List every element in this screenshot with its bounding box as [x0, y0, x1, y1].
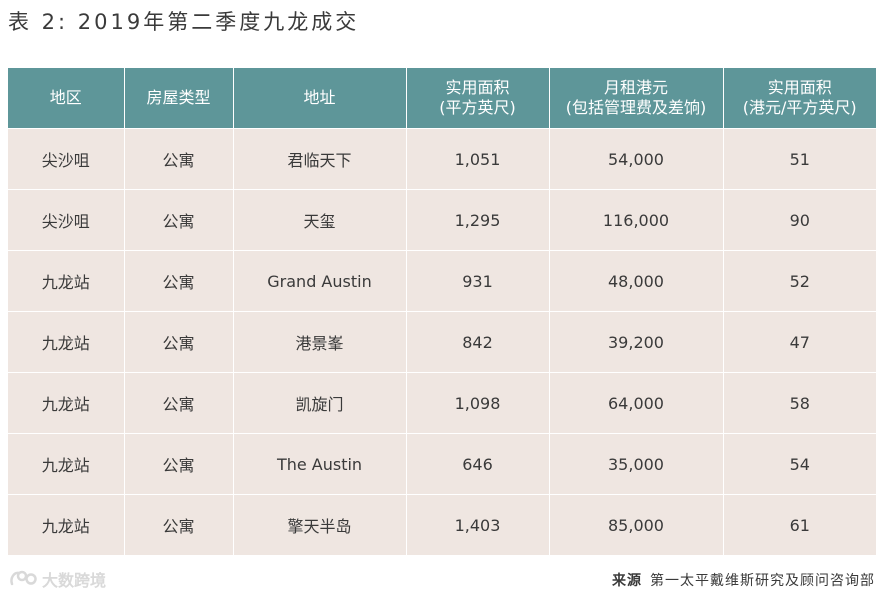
header-rent-per-sqft-unit: (港元/平方英尺): [742, 98, 857, 117]
cell-rent-per-sqft: 58: [723, 372, 876, 434]
cell-monthly-rent: 54,000: [549, 128, 724, 190]
header-saleable-area-label: 实用面积: [445, 78, 510, 97]
header-property-type-label: 房屋类型: [146, 88, 211, 107]
watermark: 大数跨境: [8, 567, 106, 591]
cell-saleable-area: 1,051: [406, 128, 550, 190]
source-text: 第一太平戴维斯研究及顾问咨询部: [650, 573, 875, 589]
cell-address: 擎天半岛: [233, 494, 407, 555]
header-saleable-area: 实用面积 (平方英尺): [406, 68, 550, 129]
header-monthly-rent: 月租港元 (包括管理费及差饷): [549, 68, 724, 129]
cell-district: 九龙站: [8, 494, 125, 555]
cell-saleable-area: 1,098: [406, 372, 550, 434]
cell-district: 尖沙咀: [8, 189, 125, 251]
transactions-table: 地区 房屋类型 地址 实用面积 (平方英尺) 月租港元 (包括管理费及差饷) 实…: [8, 68, 876, 555]
cell-address: Grand Austin: [233, 250, 407, 312]
header-rent-per-sqft: 实用面积 (港元/平方英尺): [723, 68, 876, 129]
cell-monthly-rent: 48,000: [549, 250, 724, 312]
header-district: 地区: [8, 68, 125, 129]
table-header-row: 地区 房屋类型 地址 实用面积 (平方英尺) 月租港元 (包括管理费及差饷) 实…: [8, 68, 876, 129]
cell-district: 九龙站: [8, 311, 125, 373]
header-address: 地址: [233, 68, 407, 129]
cell-property-type: 公寓: [124, 433, 234, 495]
brand-logo-icon: [10, 570, 37, 586]
cell-property-type: 公寓: [124, 372, 234, 434]
header-address-label: 地址: [303, 88, 336, 107]
cell-district: 九龙站: [8, 433, 125, 495]
cell-property-type: 公寓: [124, 494, 234, 555]
cell-district: 尖沙咀: [8, 128, 125, 190]
table-title: 表 2: 2019年第二季度九龙成交: [8, 10, 360, 34]
header-district-label: 地区: [49, 88, 82, 107]
header-monthly-rent-label: 月租港元: [603, 78, 668, 97]
cell-address: 天玺: [233, 189, 407, 251]
cell-property-type: 公寓: [124, 250, 234, 312]
cell-monthly-rent: 39,200: [549, 311, 724, 373]
table-row: 九龙站 公寓 擎天半岛 1,403 85,000 61: [8, 494, 876, 555]
cell-monthly-rent: 64,000: [549, 372, 724, 434]
cell-address: 君临天下: [233, 128, 407, 190]
cell-district: 九龙站: [8, 250, 125, 312]
cell-monthly-rent: 85,000: [549, 494, 724, 555]
cell-rent-per-sqft: 51: [723, 128, 876, 190]
cell-property-type: 公寓: [124, 189, 234, 251]
cell-address: 港景峯: [233, 311, 407, 373]
cell-rent-per-sqft: 61: [723, 494, 876, 555]
table-row: 九龙站 公寓 凯旋门 1,098 64,000 58: [8, 372, 876, 434]
cell-address: 凯旋门: [233, 372, 407, 434]
cell-saleable-area: 646: [406, 433, 550, 495]
cell-saleable-area: 1,403: [406, 494, 550, 555]
table-row: 尖沙咀 公寓 天玺 1,295 116,000 90: [8, 189, 876, 251]
source-note: 来源 第一太平戴维斯研究及顾问咨询部: [612, 570, 875, 590]
cell-rent-per-sqft: 54: [723, 433, 876, 495]
table-row: 九龙站 公寓 The Austin 646 35,000 54: [8, 433, 876, 495]
table-row: 尖沙咀 公寓 君临天下 1,051 54,000 51: [8, 128, 876, 190]
cell-property-type: 公寓: [124, 128, 234, 190]
cell-district: 九龙站: [8, 372, 125, 434]
header-monthly-rent-note: (包括管理费及差饷): [565, 98, 707, 117]
cell-rent-per-sqft: 52: [723, 250, 876, 312]
header-rent-per-sqft-label: 实用面积: [767, 78, 832, 97]
header-property-type: 房屋类型: [124, 68, 234, 129]
table-row: 九龙站 公寓 Grand Austin 931 48,000 52: [8, 250, 876, 312]
cell-saleable-area: 842: [406, 311, 550, 373]
cell-monthly-rent: 116,000: [549, 189, 724, 251]
cell-saleable-area: 931: [406, 250, 550, 312]
cell-saleable-area: 1,295: [406, 189, 550, 251]
cell-rent-per-sqft: 47: [723, 311, 876, 373]
source-label: 来源: [612, 573, 642, 589]
cell-monthly-rent: 35,000: [549, 433, 724, 495]
cell-property-type: 公寓: [124, 311, 234, 373]
cell-rent-per-sqft: 90: [723, 189, 876, 251]
cell-address: The Austin: [233, 433, 407, 495]
watermark-text: 大数跨境: [42, 571, 107, 590]
header-saleable-area-unit: (平方英尺): [439, 98, 516, 117]
table-row: 九龙站 公寓 港景峯 842 39,200 47: [8, 311, 876, 373]
